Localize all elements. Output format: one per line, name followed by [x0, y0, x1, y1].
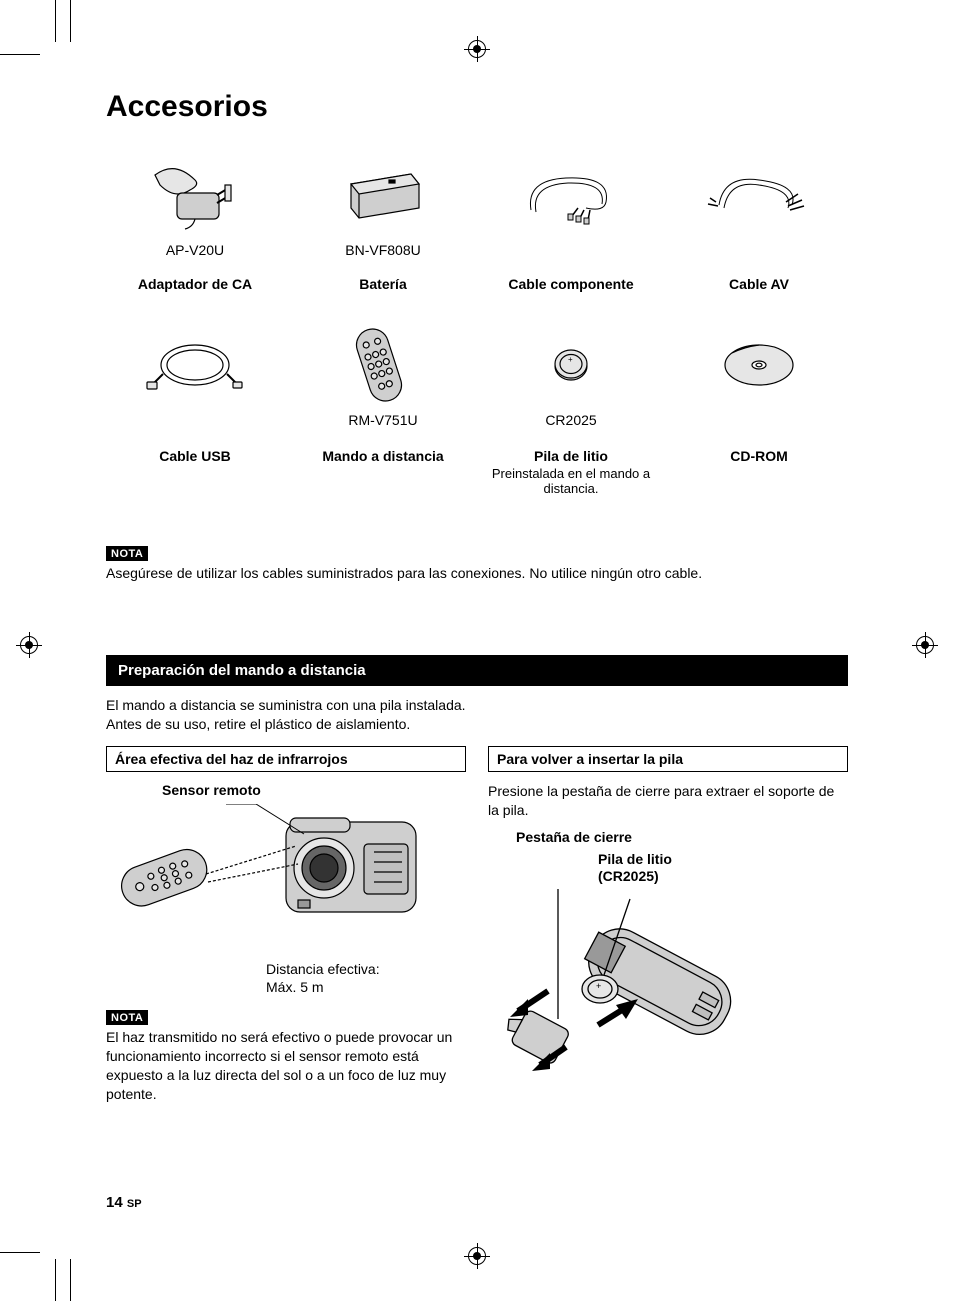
- accessory-ac-adapter: AP-V20U Adaptador de CA: [106, 152, 284, 292]
- accessory-remote: RM-V751U Mando a distancia: [294, 322, 472, 496]
- note-block: NOTA Asegúrese de utilizar los cables su…: [106, 544, 848, 583]
- intro-text: El mando a distancia se suministra con u…: [106, 696, 848, 734]
- accessory-model: AP-V20U: [166, 242, 224, 260]
- registration-mark-icon: [468, 40, 486, 58]
- av-cable-icon: [704, 152, 814, 238]
- accessory-battery: BN-VF808U Batería: [294, 152, 472, 292]
- section-header-bar: Preparación del mando a distancia: [106, 655, 848, 686]
- accessory-label: Cable componente: [508, 276, 633, 292]
- accessory-label: Cable AV: [729, 276, 789, 292]
- crop-mark: [70, 1259, 71, 1301]
- crop-mark: [0, 1252, 40, 1253]
- accessory-label: CD-ROM: [730, 448, 788, 464]
- battery-insert-diagram: +: [488, 889, 848, 1089]
- accessories-grid: AP-V20U Adaptador de CA BN-VF808U Baterí…: [106, 152, 848, 496]
- battery-icon: [333, 152, 433, 238]
- distance-text: Distancia efectiva: Máx. 5 m: [266, 960, 466, 996]
- sensor-label: Sensor remoto: [162, 782, 466, 798]
- accessory-model: RM-V751U: [348, 412, 417, 430]
- cdrom-icon: [714, 322, 804, 408]
- note-badge: NOTA: [106, 546, 148, 561]
- accessory-model: BN-VF808U: [345, 242, 420, 260]
- registration-mark-icon: [20, 636, 38, 654]
- page-lang: SP: [127, 1198, 142, 1210]
- right-column: Para volver a insertar la pila Presione …: [488, 746, 848, 1104]
- crop-mark: [70, 0, 71, 42]
- accessory-label: Cable USB: [159, 448, 231, 464]
- accessory-label: Pila de litio: [534, 448, 608, 464]
- page-title: Accesorios: [106, 90, 848, 124]
- accessory-label: Mando a distancia: [322, 448, 443, 464]
- svg-text:+: +: [568, 355, 573, 364]
- two-column-layout: Área efectiva del haz de infrarrojos Sen…: [106, 746, 848, 1104]
- left-column: Área efectiva del haz de infrarrojos Sen…: [106, 746, 466, 1104]
- accessory-label: Batería: [359, 276, 406, 292]
- accessory-model: CR2025: [545, 412, 596, 430]
- coin-battery-icon: +: [541, 322, 601, 408]
- left-box-label: Área efectiva del haz de infrarrojos: [106, 746, 466, 772]
- lithium-label: Pila de litio (CR2025): [598, 851, 848, 885]
- accessory-component-cable: Cable componente: [482, 152, 660, 292]
- page-number-value: 14: [106, 1194, 123, 1211]
- component-cable-icon: [516, 152, 626, 238]
- crop-mark: [55, 0, 56, 42]
- note-badge: NOTA: [106, 1010, 148, 1025]
- registration-mark-icon: [916, 636, 934, 654]
- accessory-label: Adaptador de CA: [138, 276, 252, 292]
- note-text: El haz transmitido no será efectivo o pu…: [106, 1028, 466, 1104]
- accessory-cdrom: CD-ROM: [670, 322, 848, 496]
- remote-icon: [343, 322, 423, 408]
- right-box-label: Para volver a insertar la pila: [488, 746, 848, 772]
- usb-cable-icon: [145, 322, 245, 408]
- crop-mark: [0, 54, 40, 55]
- accessory-usb-cable: Cable USB: [106, 322, 284, 496]
- page-content: Accesorios AP-V20U Adaptador de CA: [106, 90, 848, 1104]
- accessory-av-cable: Cable AV: [670, 152, 848, 292]
- crop-mark: [55, 1259, 56, 1301]
- svg-text:+: +: [596, 981, 601, 991]
- note-text: Asegúrese de utilizar los cables suminis…: [106, 564, 848, 583]
- lock-tab-label: Pestaña de cierre: [516, 829, 848, 845]
- right-instruction-text: Presione la pestaña de cierre para extra…: [488, 782, 848, 820]
- ac-adapter-icon: [145, 152, 245, 238]
- accessory-sublabel: Preinstalada en el mando a distancia.: [482, 466, 660, 496]
- ir-beam-diagram: [106, 804, 446, 954]
- accessory-lithium-battery: + CR2025 Pila de litio Preinstalada en e…: [482, 322, 660, 496]
- registration-mark-icon: [468, 1247, 486, 1265]
- page-number: 14 SP: [106, 1194, 142, 1211]
